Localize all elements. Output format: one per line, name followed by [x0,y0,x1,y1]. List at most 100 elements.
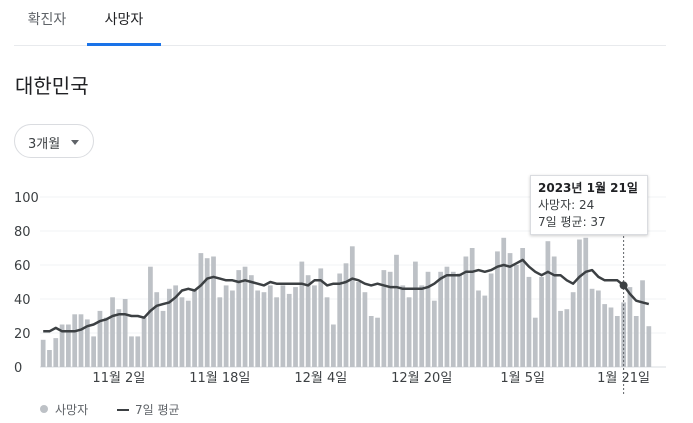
bar [53,338,59,367]
bar [211,256,216,367]
bar [217,297,223,367]
bar [154,292,160,367]
bar [394,254,399,367]
bar [368,316,374,367]
caret-down-icon [71,140,79,145]
bar [495,251,500,367]
bar [539,276,544,367]
chart-tooltip: 2023년 1월 21일 사망자: 24 7일 평균: 37 [530,175,648,235]
time-range-dropdown[interactable]: 3개월 [14,124,94,158]
bar [299,261,305,367]
bar [141,317,147,367]
bar [507,253,513,367]
y-tick-label: 0 [14,361,22,376]
chart-x-axis: 11월 2일 11월 18일 12월 4일 12월 20일 1월 5일 1월 21일 [92,371,650,386]
bar [337,273,343,367]
bar [375,317,380,367]
chart-average-line [43,258,650,333]
y-tick-label: 100 [14,191,39,206]
bar [122,299,128,367]
tab-label: 확진자 [27,12,67,28]
bar [564,309,570,367]
bar [293,287,298,367]
bar [248,275,254,367]
bar [78,314,84,367]
bar [532,317,538,367]
bar [204,258,210,367]
legend-label-deaths: 사망자 [55,403,89,417]
bar [640,280,645,367]
bar [482,295,488,367]
bar [135,336,141,367]
bar [274,297,279,367]
bar [476,290,481,367]
bar [431,300,437,367]
x-tick-label: 12월 4일 [294,371,347,386]
average-line-path [43,258,650,333]
hover-point [619,281,628,290]
bar [501,237,507,367]
bar [545,241,551,367]
bar [406,297,412,367]
bar [324,297,330,367]
tab-confirmed-cases[interactable]: 확진자 [16,10,78,45]
bar [602,304,608,367]
bar [173,285,179,367]
bar [236,270,242,367]
bar [84,319,90,367]
chart-y-axis: 0 20 40 60 80 100 [14,191,39,376]
bar [633,316,639,367]
bar [513,265,519,367]
bar [40,339,46,367]
bar [551,256,557,367]
bar [419,285,425,367]
bar [627,287,633,367]
tooltip-average: 7일 평균: 37 [538,215,606,229]
bar [520,248,526,367]
x-tick-label: 11월 18일 [189,371,250,386]
bar [286,293,292,367]
bar [577,239,582,367]
legend-swatch-bar [40,405,48,413]
bar [570,292,576,367]
bar [356,282,361,367]
bar [381,270,387,367]
time-range-label: 3개월 [28,137,61,152]
metric-tabs: 확진자 사망자 [14,0,666,46]
bar [400,285,406,367]
bar [305,275,311,367]
region-title: 대한민국 [15,74,89,98]
x-tick-label: 11월 2일 [92,371,145,386]
x-tick-label: 12월 20일 [391,371,452,386]
bar [223,285,229,367]
tooltip-deaths: 사망자: 24 [538,198,595,212]
bar [72,314,78,367]
bar [362,292,368,367]
bar [526,276,532,367]
tab-deaths[interactable]: 사망자 [87,10,161,46]
bar [59,324,65,367]
bar [488,273,494,367]
tab-selected-indicator [87,43,161,46]
tooltip-date: 2023년 1월 21일 [538,181,638,195]
bar [450,271,456,367]
bar [331,324,336,367]
bar [148,266,153,367]
bar [312,285,317,367]
bar [457,273,462,367]
bar [47,350,52,367]
bar [349,246,355,367]
bar [387,271,393,367]
x-tick-label: 1월 5일 [500,371,545,386]
bar [589,288,595,367]
bar [91,336,96,367]
bar [343,263,349,367]
y-tick-label: 20 [14,327,31,342]
y-tick-label: 80 [14,225,31,240]
bar [110,297,115,367]
bar [413,261,418,367]
bar [280,285,286,367]
bar [614,316,620,367]
bar [596,290,601,367]
